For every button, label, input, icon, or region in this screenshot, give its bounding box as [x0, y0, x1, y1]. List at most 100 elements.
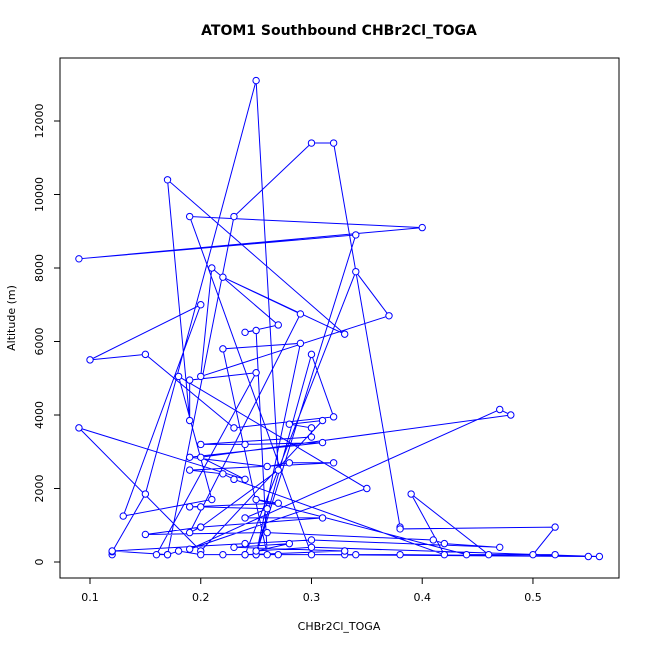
- data-point: [352, 267, 360, 276]
- data-point: [396, 550, 404, 559]
- data-point: [197, 503, 205, 511]
- data-point: [595, 552, 604, 561]
- data-point: [197, 301, 205, 309]
- data-point: [174, 372, 183, 381]
- chart-title: ATOM1 Southbound CHBr2Cl_TOGA: [201, 23, 477, 39]
- data-point: [141, 350, 150, 359]
- data-point: [219, 550, 227, 559]
- data-point: [274, 499, 282, 507]
- x-tick-label: 0.5: [524, 591, 542, 604]
- data-point: [75, 255, 83, 263]
- data-point: [230, 475, 238, 484]
- data-point: [185, 212, 194, 221]
- y-tick-label: 10000: [33, 177, 46, 212]
- y-tick-label: 4000: [33, 401, 46, 429]
- data-point: [318, 514, 327, 522]
- data-point: [241, 440, 249, 449]
- data-point: [219, 470, 227, 478]
- data-point: [429, 536, 437, 544]
- data-point: [163, 550, 172, 559]
- data-point: [296, 339, 305, 348]
- data-point: [307, 543, 316, 552]
- data-point: [551, 550, 559, 559]
- data-point: [241, 550, 249, 559]
- data-point: [208, 495, 216, 504]
- data-point: [141, 490, 150, 498]
- data-point: [352, 550, 360, 559]
- data-point: [307, 139, 316, 147]
- data-point: [230, 212, 238, 221]
- data-point: [197, 440, 205, 449]
- data-point: [75, 424, 83, 432]
- data-point: [252, 547, 260, 555]
- data-point: [263, 462, 271, 471]
- data-point: [307, 424, 316, 432]
- data-point: [274, 550, 282, 559]
- data-point: [174, 547, 183, 555]
- data-point: [185, 416, 194, 425]
- x-tick-label: 0.1: [81, 591, 99, 604]
- data-point: [185, 528, 194, 537]
- data-point: [263, 528, 271, 537]
- data-point: [185, 503, 194, 511]
- data-point: [208, 264, 216, 272]
- x-tick-label: 0.4: [413, 591, 431, 604]
- data-point: [241, 539, 249, 548]
- data-point: [263, 550, 271, 559]
- data-point: [252, 495, 260, 504]
- data-point: [496, 405, 504, 414]
- data-point: [230, 424, 238, 432]
- y-tick-label: 8000: [33, 254, 46, 282]
- data-point: [274, 466, 282, 474]
- data-point: [307, 350, 316, 359]
- x-tick-label: 0.2: [192, 591, 210, 604]
- data-point: [185, 376, 194, 384]
- data-point: [219, 273, 227, 281]
- data-point: [396, 525, 404, 533]
- data-point: [252, 326, 260, 335]
- data-point: [407, 490, 415, 498]
- data-point: [296, 310, 305, 318]
- data-point: [185, 466, 194, 474]
- data-point: [385, 312, 393, 320]
- data-point: [241, 328, 249, 337]
- x-axis-label: CHBr2Cl_TOGA: [298, 620, 381, 633]
- data-point: [263, 505, 271, 513]
- data-point: [341, 330, 349, 338]
- data-point: [86, 356, 94, 364]
- data-point: [318, 416, 327, 425]
- data-point: [341, 547, 349, 555]
- data-point: [285, 459, 294, 467]
- data-point: [529, 550, 537, 559]
- data-point: [584, 552, 593, 561]
- data-point: [241, 475, 249, 484]
- data-point: [141, 530, 150, 539]
- data-point: [152, 550, 161, 559]
- y-tick-label: 12000: [33, 103, 46, 138]
- y-tick-label: 0: [33, 559, 46, 566]
- data-point: [329, 459, 338, 467]
- data-point: [241, 514, 249, 522]
- data-point: [285, 420, 294, 428]
- data-point: [274, 321, 282, 329]
- data-point: [108, 547, 116, 555]
- y-axis-label: Altitude (m): [5, 285, 18, 351]
- data-point: [307, 550, 316, 559]
- y-tick-label: 6000: [33, 328, 46, 356]
- data-point: [197, 523, 205, 531]
- data-point: [119, 512, 127, 520]
- data-point: [197, 372, 205, 381]
- y-tick-label: 2000: [33, 475, 46, 503]
- data-point: [252, 76, 260, 85]
- data-point: [197, 453, 205, 461]
- data-point: [197, 550, 205, 559]
- data-point: [507, 411, 515, 419]
- data-point: [230, 543, 238, 552]
- data-point: [318, 438, 327, 447]
- data-point: [185, 545, 194, 553]
- data-point: [418, 223, 426, 232]
- data-point: [329, 139, 338, 147]
- data-point: [440, 539, 449, 548]
- data-point: [352, 231, 360, 239]
